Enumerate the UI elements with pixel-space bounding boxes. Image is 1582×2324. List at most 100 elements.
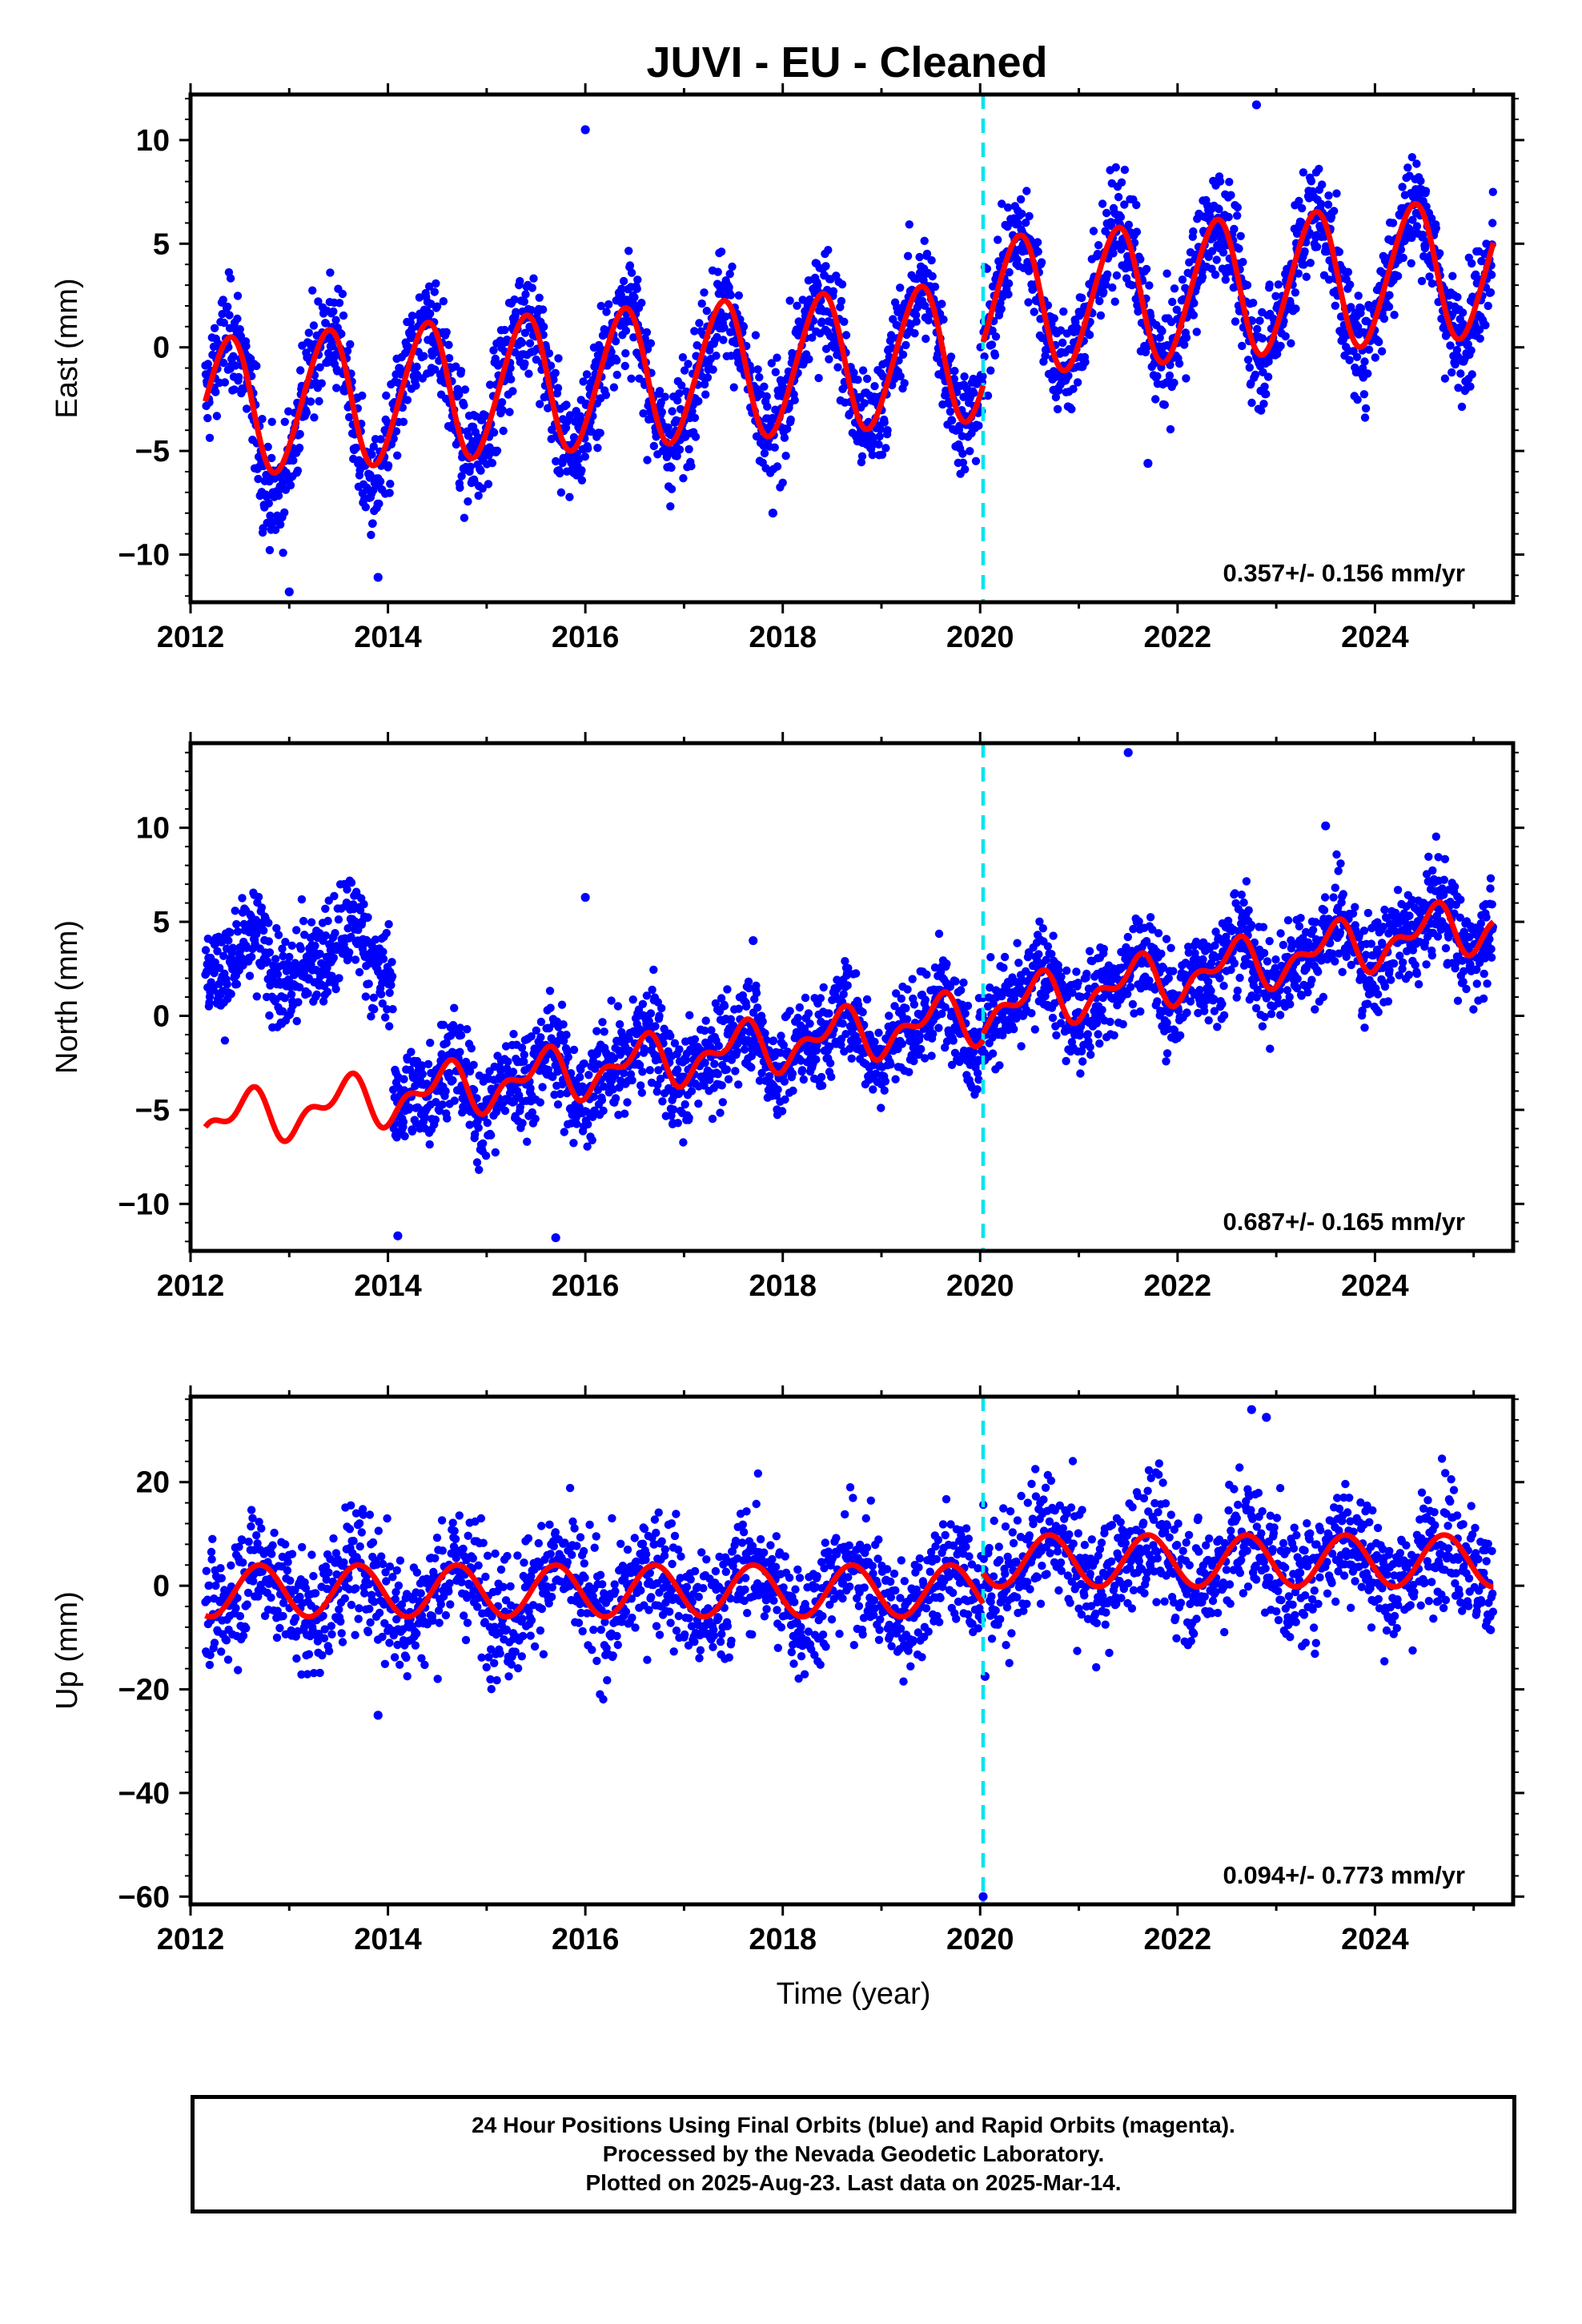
data-point bbox=[1178, 275, 1187, 284]
data-point bbox=[755, 1076, 765, 1085]
data-point bbox=[777, 1107, 787, 1116]
data-point bbox=[1331, 301, 1340, 310]
data-point bbox=[1259, 368, 1267, 376]
data-point bbox=[420, 352, 428, 360]
data-point bbox=[328, 342, 337, 351]
data-point bbox=[685, 1011, 694, 1019]
data-point bbox=[1038, 924, 1048, 933]
data-point bbox=[825, 1009, 833, 1018]
data-point bbox=[1109, 249, 1118, 258]
data-point bbox=[1089, 227, 1098, 235]
data-point bbox=[280, 417, 289, 426]
data-point bbox=[1030, 1025, 1040, 1034]
data-point bbox=[487, 1131, 496, 1140]
data-point bbox=[903, 251, 913, 260]
data-point bbox=[621, 326, 631, 336]
data-point bbox=[367, 450, 376, 459]
data-point bbox=[420, 1113, 430, 1122]
data-point bbox=[520, 328, 530, 337]
data-point bbox=[1010, 1024, 1018, 1034]
y-tick-label: −10 bbox=[118, 538, 170, 572]
data-point bbox=[825, 355, 833, 364]
data-point bbox=[351, 444, 361, 452]
data-point bbox=[1046, 983, 1054, 993]
data-point bbox=[1467, 346, 1476, 355]
data-point bbox=[691, 432, 701, 441]
data-point bbox=[1416, 176, 1425, 186]
data-point bbox=[840, 317, 849, 326]
data-point bbox=[292, 1016, 301, 1026]
data-point bbox=[829, 287, 838, 296]
data-point bbox=[1012, 1014, 1021, 1023]
data-point bbox=[616, 291, 625, 300]
data-point bbox=[1390, 311, 1399, 320]
data-point bbox=[583, 1142, 592, 1151]
data-point bbox=[668, 407, 677, 416]
data-point bbox=[399, 417, 408, 426]
data-point bbox=[1059, 307, 1068, 316]
data-point bbox=[739, 322, 749, 332]
data-point bbox=[592, 362, 600, 371]
data-point bbox=[407, 1047, 416, 1056]
data-point bbox=[763, 402, 772, 411]
data-point bbox=[512, 308, 520, 316]
data-point bbox=[874, 1028, 883, 1037]
data-point bbox=[224, 936, 233, 945]
data-point bbox=[223, 979, 231, 989]
data-point bbox=[1251, 100, 1262, 110]
data-point bbox=[264, 919, 273, 927]
data-point bbox=[998, 1031, 1007, 1039]
data-point bbox=[1264, 357, 1273, 366]
data-point bbox=[460, 385, 470, 394]
data-point bbox=[1053, 404, 1062, 414]
y-tick-label: 5 bbox=[153, 227, 170, 261]
data-point bbox=[798, 296, 807, 304]
data-point bbox=[961, 464, 970, 474]
data-point bbox=[781, 452, 790, 460]
data-point bbox=[321, 319, 330, 328]
data-point bbox=[1072, 967, 1081, 976]
data-point bbox=[236, 332, 246, 340]
data-point bbox=[335, 299, 344, 308]
data-point bbox=[903, 985, 912, 994]
data-point bbox=[1352, 352, 1362, 361]
data-point bbox=[431, 365, 440, 374]
panel-north: 2012 2014 2016 2018 2020 2022 20241050−5−10Nor… bbox=[50, 732, 1524, 1303]
x-tick-label: 2012 bbox=[157, 621, 225, 654]
data-point bbox=[1132, 227, 1142, 236]
data-point bbox=[1056, 1019, 1066, 1027]
data-point bbox=[1062, 966, 1071, 975]
data-point bbox=[565, 411, 575, 420]
data-point bbox=[1074, 979, 1082, 987]
data-point bbox=[1224, 212, 1233, 222]
data-point bbox=[444, 340, 453, 349]
data-point bbox=[546, 1003, 555, 1012]
data-point bbox=[460, 513, 469, 522]
data-point bbox=[983, 391, 993, 400]
data-point bbox=[700, 1026, 709, 1035]
data-point bbox=[875, 432, 884, 441]
data-point bbox=[947, 1060, 957, 1070]
data-point bbox=[602, 308, 611, 316]
data-point bbox=[577, 476, 587, 485]
data-point bbox=[418, 1070, 427, 1079]
data-point bbox=[1417, 276, 1427, 286]
data-point bbox=[367, 530, 375, 540]
data-point bbox=[620, 1109, 629, 1118]
data-point bbox=[299, 916, 308, 926]
data-point bbox=[297, 895, 307, 904]
data-point bbox=[720, 1001, 729, 1011]
data-point bbox=[673, 452, 681, 460]
data-point bbox=[921, 334, 930, 344]
data-point bbox=[1180, 340, 1189, 349]
data-point bbox=[1035, 917, 1044, 927]
data-point bbox=[883, 426, 892, 435]
data-point bbox=[999, 963, 1008, 972]
data-point bbox=[1393, 271, 1403, 280]
data-point bbox=[1166, 424, 1175, 434]
data-point bbox=[405, 1104, 414, 1112]
data-point bbox=[584, 1071, 593, 1080]
data-point bbox=[557, 1000, 567, 1009]
data-point bbox=[510, 295, 519, 304]
data-point bbox=[632, 284, 641, 293]
